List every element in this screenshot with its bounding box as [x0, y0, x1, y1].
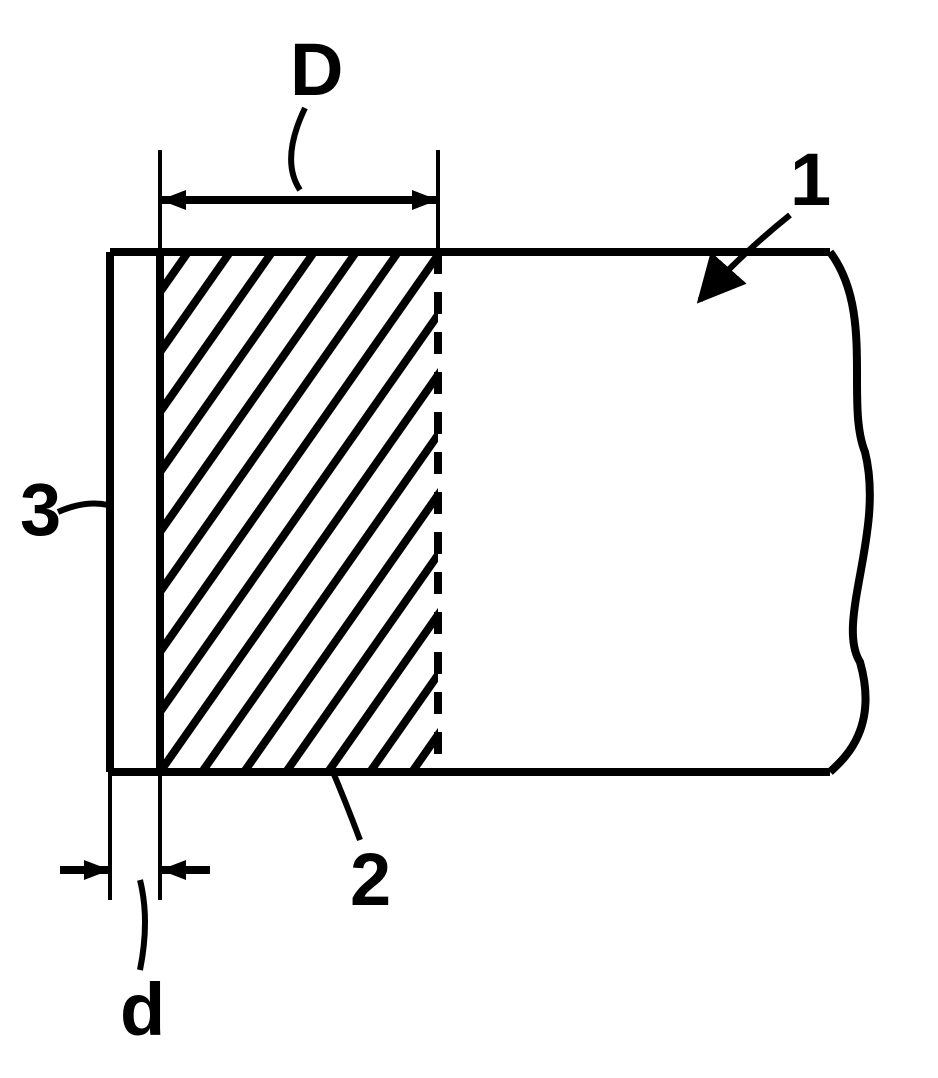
dimension-D: [160, 150, 438, 252]
label-1: 1: [790, 138, 831, 221]
label-D: D: [290, 28, 343, 111]
technical-diagram: D 1 2 3 d: [0, 0, 938, 1078]
body-break-edge: [830, 252, 870, 772]
label-d: d: [120, 968, 165, 1051]
dimension-d: [60, 772, 210, 900]
label-2: 2: [350, 838, 391, 921]
label-3: 3: [20, 468, 61, 551]
